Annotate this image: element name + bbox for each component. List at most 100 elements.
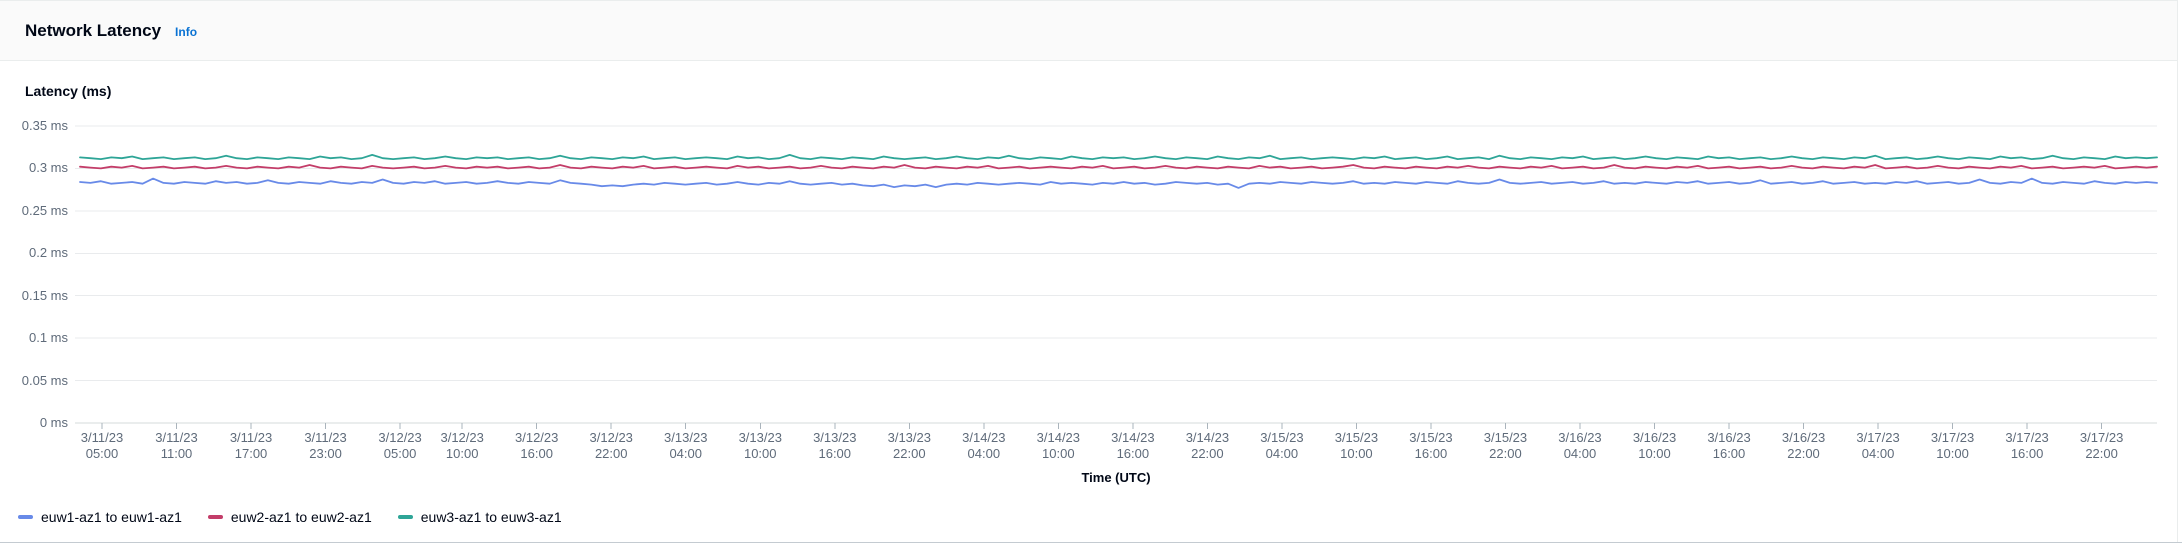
tick-time: 10:00 [1042,446,1075,461]
tick-time: 22:00 [1489,446,1522,461]
x-axis-tick-label: 3/17/23 10:00 [1898,430,2008,462]
tick-date: 3/13/23 [813,430,857,445]
x-axis-tick-label: 3/16/23 10:00 [1600,430,1710,462]
tick-time: 04:00 [669,446,702,461]
tick-date: 3/16/23 [1632,430,1677,445]
tick-date: 3/14/23 [1185,430,1230,445]
tick-date: 3/13/23 [664,430,708,445]
x-axis-tick-label: 3/14/23 10:00 [1003,430,1113,462]
tick-time: 22:00 [594,446,628,461]
tick-date: 3/11/23 [304,430,347,445]
x-axis-tick-label: 3/14/23 16:00 [1078,430,1188,462]
x-axis-tick-label: 3/17/23 22:00 [2047,430,2157,462]
x-axis-tick-label: 3/12/23 22:00 [556,430,666,462]
x-axis-tick-label: 3/11/23 17:00 [196,430,306,462]
x-axis-tick-label: 3/13/23 22:00 [854,430,964,462]
series-line-euw3-az1-to-euw3-az1[interactable] [79,153,2158,161]
x-axis-tick-label: 3/15/23 04:00 [1227,430,1337,462]
series-line-euw2-az1-to-euw2-az1[interactable] [79,164,2158,170]
legend-label: euw1-az1 to euw1-az1 [41,509,182,525]
panel-title: Network Latency [25,21,162,40]
tick-time: 10:00 [1638,446,1671,461]
tick-time: 10:00 [1340,446,1373,461]
legend-marker-icon [207,515,223,519]
x-axis-tick-label: 3/17/23 16:00 [1972,430,2082,462]
tick-date: 3/12/23 [378,430,422,445]
tick-date: 3/17/23 [1930,430,1975,445]
tick-date: 3/17/23 [1856,430,1900,445]
tick-time: 16:00 [818,446,852,461]
tick-date: 3/12/23 [589,430,633,445]
x-axis-title: Time (UTC) [1081,470,1151,485]
tick-date: 3/14/23 [1036,430,1081,445]
legend-marker-icon [18,515,33,519]
chart-legend: euw1-az1 to euw1-az1 euw2-az1 to euw2-az1… [18,508,588,526]
x-axis-tick-label: 3/12/23 05:00 [345,430,455,462]
tick-time: 04:00 [1563,446,1597,461]
legend-item[interactable]: euw1-az1 to euw1-az1 [18,508,182,526]
x-axis-tick-label: 3/16/23 22:00 [1749,430,1859,462]
x-axis-tick-label: 3/15/23 16:00 [1376,430,1486,462]
tick-time: 04:00 [967,446,1001,461]
tick-date: 3/15/23 [1334,430,1379,445]
y-axis-tick-label: 0.1 ms [28,330,68,346]
tick-time: 10:00 [445,446,479,461]
tick-time: 11:00 [160,446,193,461]
y-axis-tick-label: 0.2 ms [28,245,68,261]
tick-time: 10:00 [1936,446,1969,461]
legend-item[interactable]: euw2-az1 to euw2-az1 [207,508,372,526]
tick-date: 3/11/23 [80,430,124,445]
tick-date: 3/16/23 [1558,430,1602,445]
y-axis-tick-label: 0 ms [39,415,68,430]
legend-item[interactable]: euw3-az1 to euw3-az1 [397,508,562,526]
x-axis-tick-label: 3/13/23 16:00 [780,430,890,462]
legend-label: euw2-az1 to euw2-az1 [230,509,372,525]
tick-date: 3/11/23 [155,430,198,445]
x-axis-tick-label: 3/12/23 16:00 [482,430,592,462]
tick-date: 3/15/23 [1260,430,1304,445]
x-axis-tick-label: 3/15/23 10:00 [1301,430,1411,462]
tick-date: 3/14/23 [1111,430,1155,445]
legend-marker-icon [397,515,413,519]
tick-date: 3/13/23 [738,430,782,445]
tick-date: 3/17/23 [2005,430,2049,445]
tick-time: 22:00 [893,446,926,461]
tick-time: 16:00 [2010,446,2044,461]
y-axis-tick-label: 0.05 ms [21,372,68,388]
tick-time: 17:00 [234,446,268,461]
tick-time: 05:00 [383,446,417,461]
tick-time: 22:00 [1191,446,1224,461]
x-axis-tick-label: 3/12/23 10:00 [407,430,517,462]
tick-time: 22:00 [1787,446,1820,461]
tick-date: 3/11/23 [229,430,273,445]
x-axis-tick-label: 3/14/23 22:00 [1152,430,1262,462]
x-axis-tick-label: 3/13/23 04:00 [631,430,741,462]
x-axis-tick-label: 3/13/23 10:00 [705,430,815,462]
tick-time: 05:00 [85,446,119,461]
bottom-divider [0,542,2182,543]
tick-time: 10:00 [743,446,777,461]
x-axis-tick-label: 3/16/23 16:00 [1674,430,1784,462]
y-axis-tick-label: 0.25 ms [21,202,68,218]
x-axis-tick-label: 3/17/23 04:00 [1823,430,1933,462]
x-axis-tick-label: 3/11/23 05:00 [47,430,157,462]
tick-time: 16:00 [1414,446,1448,461]
tick-date: 3/16/23 [1781,430,1826,445]
x-axis-tick-label: 3/11/23 11:00 [122,430,232,462]
info-link[interactable]: Info [175,24,198,39]
tick-time: 16:00 [1116,446,1150,461]
y-axis-tick-label: 0.15 ms [21,287,68,303]
tick-date: 3/13/23 [887,430,931,445]
tick-time: 23:00 [309,446,342,461]
tick-date: 3/16/23 [1707,430,1751,445]
x-axis-tick-label: 3/14/23 04:00 [929,430,1039,462]
x-axis-tick-label: 3/16/23 04:00 [1525,430,1635,462]
x-axis-tick-label: 3/11/23 23:00 [271,430,381,462]
tick-date: 3/17/23 [2079,430,2124,445]
series-line-euw1-az1-to-euw1-az1[interactable] [79,177,2158,189]
legend-label: euw3-az1 to euw3-az1 [420,509,562,525]
tick-time: 04:00 [1861,446,1895,461]
y-axis-tick-label: 0.3 ms [28,160,68,176]
